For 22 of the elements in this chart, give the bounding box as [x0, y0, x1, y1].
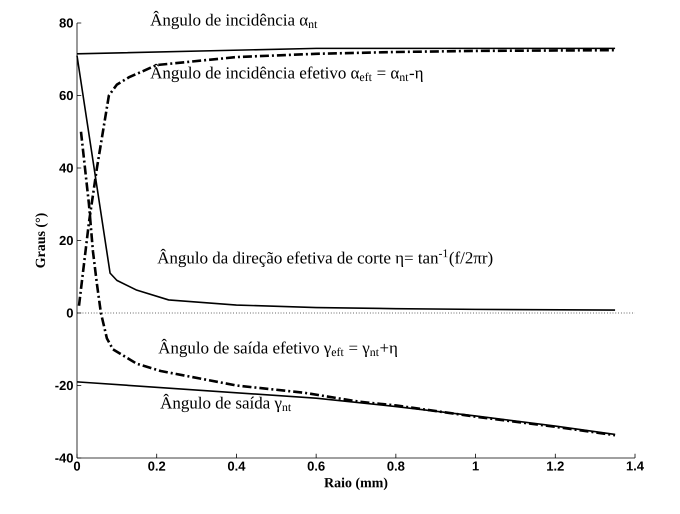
y-axis-title: Graus (°): [35, 213, 48, 268]
y-tick-label: 60: [60, 90, 73, 100]
y-tick-label: 20: [60, 236, 73, 246]
y-tick-label: 80: [59, 18, 73, 28]
y-tick-label: 0: [66, 308, 73, 318]
y-tick-label: -20: [55, 380, 73, 390]
x-tick-label: 0.2: [148, 462, 166, 471]
annotation: Ângulo de incidência efetivo α$_{eft}$ = α$_{nt}$-η: [150, 64, 423, 82]
x-tick-label: 0.6: [308, 462, 325, 471]
y-tick-label: 40: [59, 163, 73, 173]
x-axis-title: Raio (mm): [324, 478, 388, 490]
annotation: Ângulo de incidência α$_{nt}$: [150, 10, 318, 30]
x-tick-label: 0.4: [228, 462, 246, 471]
annotation: Ângulo da direção efetiva de corte η= tan$^{-1}$(f/2πr): [157, 248, 492, 268]
annotation: Ângulo de saída efetivo γ$_{eft}$ = γ$_{nt}$+η: [158, 338, 398, 358]
y-tick-label: -40: [55, 453, 73, 463]
x-tick-label: 1: [472, 462, 479, 470]
x-tick-label: 0.8: [387, 462, 404, 471]
x-tick-label: 0: [74, 462, 80, 471]
annotation: Ângulo de saída γ$_{nt}$: [160, 394, 292, 412]
x-tick-label: 1.2: [547, 462, 564, 471]
x-tick-label: 1.4: [626, 462, 644, 470]
